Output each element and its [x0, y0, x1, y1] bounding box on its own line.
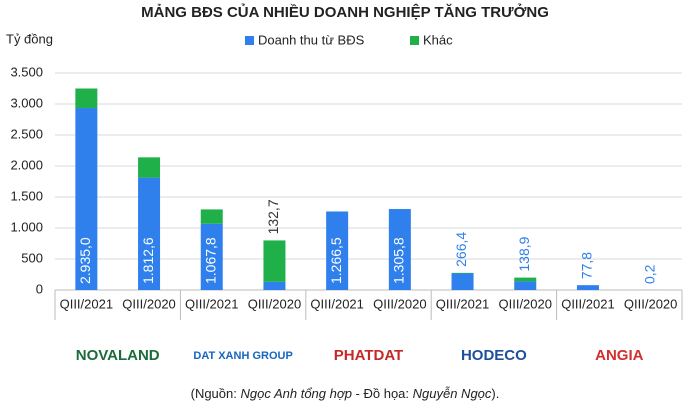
x-tick-label: QIII/2021 [185, 296, 238, 311]
y-tick-label: 1.000 [10, 219, 43, 234]
bar-segment [75, 88, 98, 109]
y-tick-label: 3.500 [10, 64, 43, 79]
bar-segment [576, 285, 599, 290]
x-tick-label: QIII/2021 [310, 296, 363, 311]
bar-segment [514, 281, 537, 290]
company-name: HODECO [461, 347, 527, 364]
legend-label: Doanh thu từ BĐS [258, 32, 365, 47]
bar-segment [138, 157, 161, 178]
x-tick-label: QIII/2021 [436, 296, 489, 311]
bar-segment [388, 209, 411, 290]
data-label: 132,7 [265, 199, 281, 234]
company-name: PHATDAT [334, 347, 403, 364]
x-tick-label: QIII/2020 [373, 296, 426, 311]
data-label: 2.935,0 [77, 237, 93, 284]
x-tick-label: QIII/2020 [624, 296, 677, 311]
bar-segment [514, 277, 537, 282]
source-part: (Nguồn: [191, 386, 241, 401]
company-name: NOVALAND [76, 347, 160, 364]
data-label: 1.305,8 [391, 237, 407, 284]
bar-segment [75, 108, 98, 290]
data-label: 0,2 [641, 264, 657, 284]
bar-segment [451, 273, 474, 290]
bar-segment [138, 177, 161, 290]
legend-swatch [245, 36, 254, 45]
y-axis-label: Tỷ đồng [6, 31, 53, 46]
chart-title: MẢNG BĐS CỦA NHIỀU DOANH NGHIỆP TĂNG TRƯ… [141, 3, 549, 21]
bar-segment [200, 223, 223, 290]
x-tick-label: QIII/2021 [561, 296, 614, 311]
source-part: Ngọc Anh tổng hợp [240, 386, 351, 401]
data-label: 1.266,5 [328, 237, 344, 284]
bar-segment [263, 281, 286, 290]
bar-segment [200, 209, 223, 224]
data-label: 1.067,8 [202, 237, 218, 284]
source-part: Nguyễn Ngọc [413, 386, 492, 401]
y-tick-label: 3.000 [10, 95, 43, 110]
source: (Nguồn: Ngọc Anh tổng hợp - Đồ họa: Nguy… [191, 386, 500, 401]
y-tick-label: 1.500 [10, 188, 43, 203]
data-label: 77,8 [579, 252, 595, 279]
y-tick-label: 0 [36, 281, 43, 296]
bar-segment [263, 240, 286, 282]
legend-swatch [410, 36, 419, 45]
y-tick-label: 2.500 [10, 126, 43, 141]
bar-segment [451, 272, 474, 274]
data-label: 266,4 [453, 232, 469, 267]
company-name: ANGIA [595, 347, 644, 364]
legend-label: Khác [423, 32, 453, 47]
x-tick-label: QIII/2021 [60, 296, 113, 311]
y-tick-label: 500 [21, 250, 43, 265]
x-tick-label: QIII/2020 [248, 296, 301, 311]
source-part: ). [491, 386, 499, 401]
y-tick-label: 2.000 [10, 157, 43, 172]
source-part: - Đồ họa: [352, 386, 413, 401]
data-label: 1.812,6 [140, 237, 156, 284]
bar-segment [326, 211, 349, 290]
x-tick-label: QIII/2020 [499, 296, 552, 311]
x-tick-label: QIII/2020 [122, 296, 175, 311]
company-name: DAT XANH GROUP [193, 350, 292, 362]
data-label: 138,9 [516, 236, 532, 271]
